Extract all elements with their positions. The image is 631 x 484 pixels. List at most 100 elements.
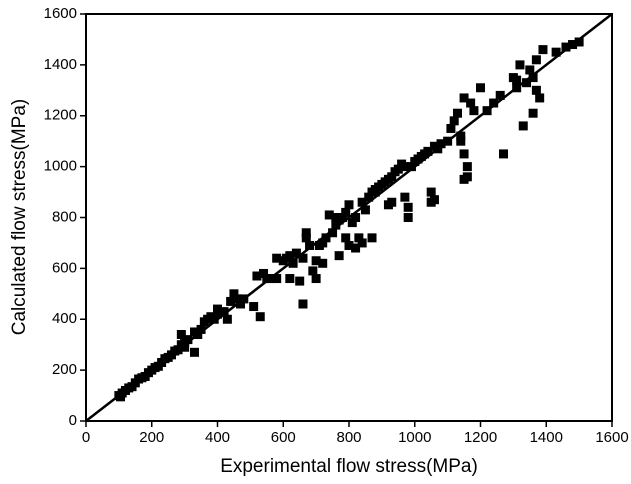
- point: [456, 131, 466, 141]
- point: [574, 37, 584, 47]
- point: [522, 78, 532, 88]
- point: [180, 342, 190, 352]
- point: [351, 213, 361, 222]
- y-tick-label: 1000: [44, 158, 77, 175]
- point: [311, 274, 321, 284]
- y-tick-label: 600: [52, 259, 77, 276]
- point: [406, 162, 416, 172]
- y-tick-label: 800: [52, 208, 77, 225]
- point: [499, 149, 509, 159]
- point: [249, 302, 259, 312]
- point: [462, 172, 472, 182]
- point: [226, 296, 236, 306]
- point: [387, 197, 397, 207]
- point: [528, 73, 538, 83]
- point: [341, 233, 351, 243]
- point: [236, 299, 246, 309]
- point: [393, 164, 403, 174]
- point: [318, 238, 328, 248]
- point: [459, 93, 469, 103]
- point: [528, 108, 538, 118]
- y-axis-title: Calculated flow stress(MPa): [9, 99, 30, 336]
- point: [189, 327, 199, 337]
- point: [298, 253, 308, 263]
- point: [452, 108, 462, 118]
- x-tick-label: 600: [271, 429, 296, 446]
- point: [341, 207, 351, 217]
- point: [222, 314, 232, 324]
- point: [433, 144, 443, 154]
- point: [446, 123, 456, 133]
- point: [364, 192, 374, 202]
- point: [462, 162, 472, 172]
- point: [239, 294, 249, 304]
- point: [196, 324, 206, 334]
- point: [311, 256, 321, 266]
- point: [272, 253, 282, 263]
- point: [347, 218, 357, 228]
- point: [285, 251, 295, 261]
- point: [531, 55, 541, 65]
- point: [209, 314, 219, 324]
- point: [476, 83, 485, 93]
- point: [469, 106, 479, 116]
- point: [173, 345, 183, 355]
- point: [538, 45, 548, 55]
- point: [301, 228, 311, 238]
- point: [535, 93, 545, 103]
- point: [291, 248, 301, 258]
- point: [426, 187, 436, 197]
- point: [331, 220, 341, 230]
- point: [512, 83, 522, 93]
- point: [551, 47, 561, 57]
- point: [213, 304, 222, 314]
- point: [351, 243, 361, 253]
- point: [387, 172, 397, 182]
- point: [466, 98, 476, 108]
- point: [357, 238, 367, 248]
- y-tick-label: 1400: [44, 56, 77, 73]
- point: [518, 121, 528, 131]
- x-tick-label: 0: [82, 429, 90, 446]
- point: [367, 233, 377, 243]
- point: [561, 42, 571, 52]
- x-tick-label: 1600: [595, 429, 628, 446]
- point: [324, 210, 334, 220]
- x-tick-label: 200: [139, 429, 164, 446]
- point: [423, 146, 433, 156]
- y-tick-label: 1200: [44, 107, 77, 124]
- point: [459, 149, 469, 159]
- point: [403, 213, 413, 222]
- point: [308, 266, 318, 276]
- point: [337, 213, 347, 222]
- point: [232, 294, 242, 304]
- point: [328, 228, 338, 238]
- point: [443, 136, 453, 146]
- point: [525, 65, 535, 75]
- point: [360, 205, 370, 215]
- point: [255, 312, 265, 322]
- point: [305, 240, 315, 250]
- point: [301, 233, 311, 243]
- y-tick-label: 1600: [44, 5, 77, 22]
- x-tick-label: 1200: [464, 429, 497, 446]
- point: [456, 136, 466, 146]
- point: [334, 251, 344, 261]
- point: [429, 195, 439, 205]
- point: [449, 116, 459, 126]
- point: [331, 213, 341, 222]
- point: [252, 271, 262, 281]
- point: [531, 85, 541, 95]
- point: [354, 233, 364, 243]
- x-axis-title: Experimental flow stress(MPa): [220, 456, 478, 477]
- y-tick-label: 200: [52, 361, 77, 378]
- point: [259, 268, 269, 278]
- point: [568, 40, 578, 50]
- point: [213, 309, 222, 319]
- point: [370, 187, 380, 197]
- point: [321, 233, 331, 243]
- point: [344, 240, 354, 250]
- point: [262, 274, 272, 284]
